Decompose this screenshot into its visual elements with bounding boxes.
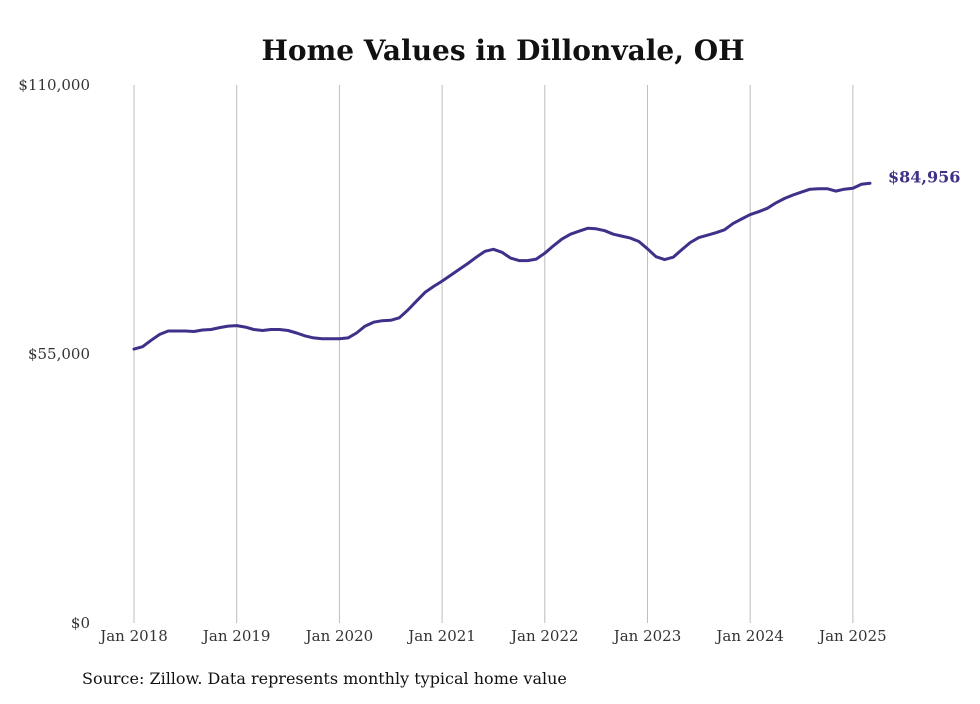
x-axis-ticks: Jan 2018 Jan 2019 Jan 2020 Jan 2021 Jan 2022…: [98, 627, 886, 645]
y-axis-ticks: $0 $55,000 $110,000: [18, 76, 90, 632]
series-line: [132, 181, 872, 351]
x-tick-label: Jan 2020: [304, 627, 374, 645]
x-tick-label: Jan 2024: [714, 627, 784, 645]
end-value-label: $84,956: [888, 167, 960, 186]
x-tick-label: Jan 2021: [406, 627, 476, 645]
chart-title: Home Values in Dillonvale, OH: [261, 34, 744, 67]
y-tick-label: $55,000: [28, 345, 90, 363]
x-tick-label: Jan 2025: [817, 627, 887, 645]
y-tick-label: $0: [71, 614, 90, 632]
x-tick-label: Jan 2018: [98, 627, 168, 645]
source-note: Source: Zillow. Data represents monthly …: [82, 669, 567, 688]
x-tick-label: Jan 2022: [509, 627, 579, 645]
y-tick-label: $110,000: [18, 76, 90, 94]
x-tick-label: Jan 2019: [201, 627, 271, 645]
series-layer: $84,956: [132, 167, 960, 351]
x-tick-label: Jan 2023: [612, 627, 682, 645]
gridlines: [133, 85, 854, 623]
